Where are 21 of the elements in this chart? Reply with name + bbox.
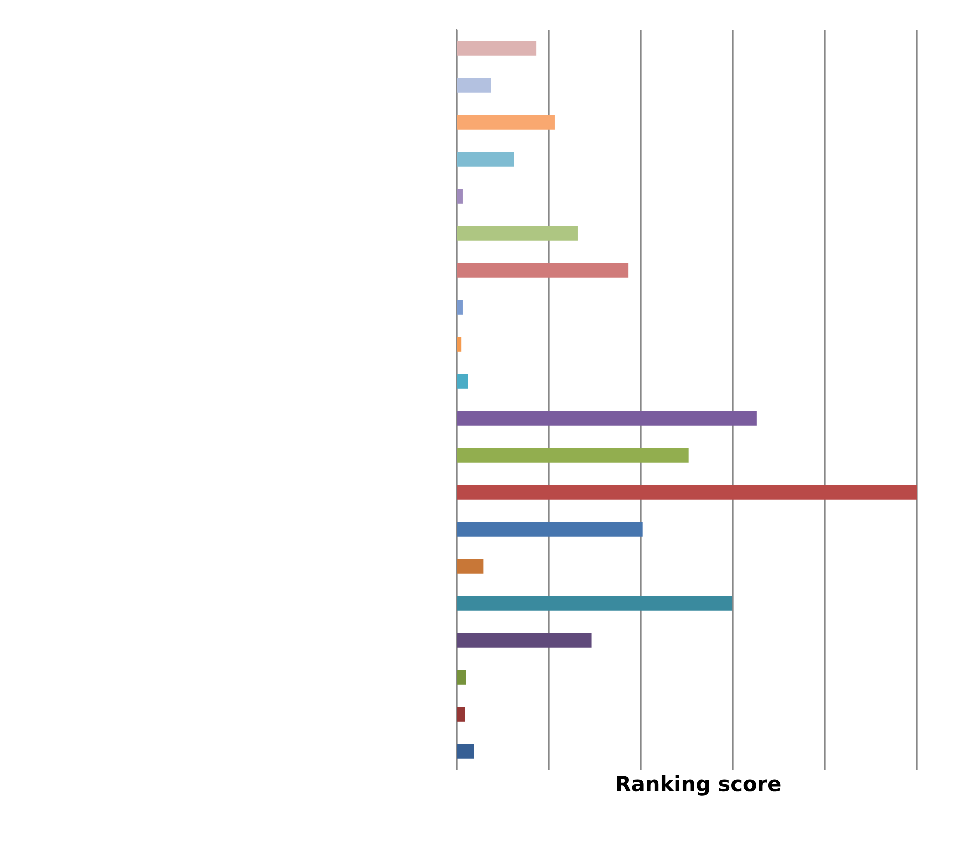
- bar: [457, 707, 466, 722]
- bar: [457, 374, 468, 389]
- bar: [457, 78, 492, 93]
- bar: [457, 485, 917, 500]
- bar: [457, 559, 484, 574]
- bar: [457, 670, 466, 685]
- bar: [457, 448, 689, 463]
- bar: [457, 41, 537, 56]
- bar: [457, 522, 643, 537]
- bar: [457, 263, 629, 278]
- x-axis-title: Ranking score: [617, 776, 781, 796]
- bar: [457, 633, 592, 648]
- bar: [457, 596, 733, 611]
- bar: [457, 337, 462, 352]
- bar: [457, 300, 463, 315]
- bar: [457, 152, 514, 167]
- bar: [457, 411, 757, 426]
- bar: [457, 189, 463, 204]
- bar: [457, 744, 474, 759]
- bar: [457, 226, 578, 241]
- bar: [457, 115, 555, 130]
